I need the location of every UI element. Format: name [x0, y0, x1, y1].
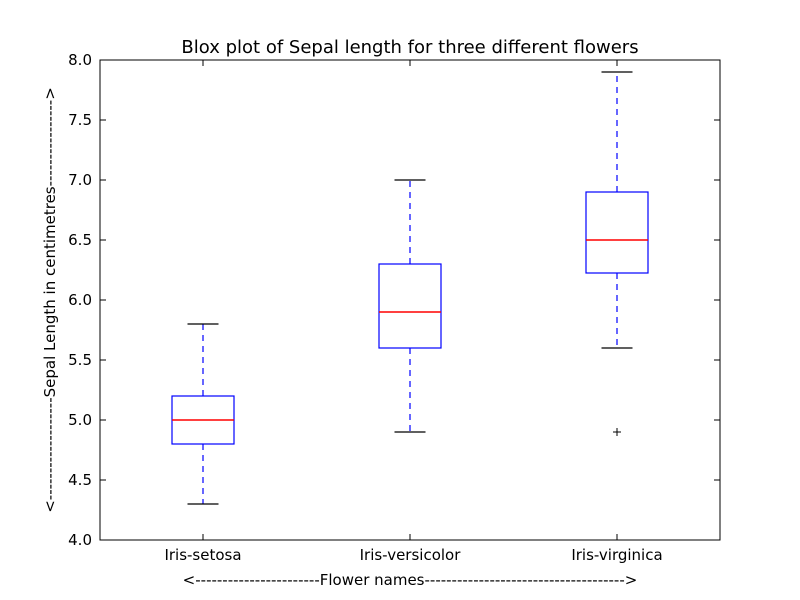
- x-axis-label: <-----------------------Flower names----…: [183, 571, 638, 589]
- iqr-box: [585, 191, 649, 274]
- x-tick-label: Iris-virginica: [571, 546, 662, 564]
- x-tick-label: Iris-setosa: [164, 546, 241, 564]
- y-tick-label: 5.0: [68, 411, 92, 429]
- y-tick-label: 6.5: [68, 231, 92, 249]
- y-tick-label: 6.0: [68, 291, 92, 309]
- x-tick-label: Iris-versicolor: [360, 546, 462, 564]
- plot-area: 4.0 4.5 5.0 5.5 6.0 6.5 7.0 7.5 8.0 Iris-setosa Ir…: [68, 51, 721, 564]
- y-tick-label: 7.0: [68, 171, 92, 189]
- y-tick-label: 8.0: [68, 51, 92, 69]
- y-axis-label: <-------------------Sepal Length in cent…: [41, 87, 59, 513]
- y-tick-label: 7.5: [68, 111, 92, 129]
- outlier-marker: [613, 428, 621, 436]
- y-tick-label: 4.5: [68, 471, 92, 489]
- chart-title: Blox plot of Sepal length for three diff…: [181, 37, 638, 58]
- iqr-box: [378, 263, 442, 349]
- y-tick-label: 5.5: [68, 351, 92, 369]
- y-tick-label: 4.0: [68, 531, 92, 549]
